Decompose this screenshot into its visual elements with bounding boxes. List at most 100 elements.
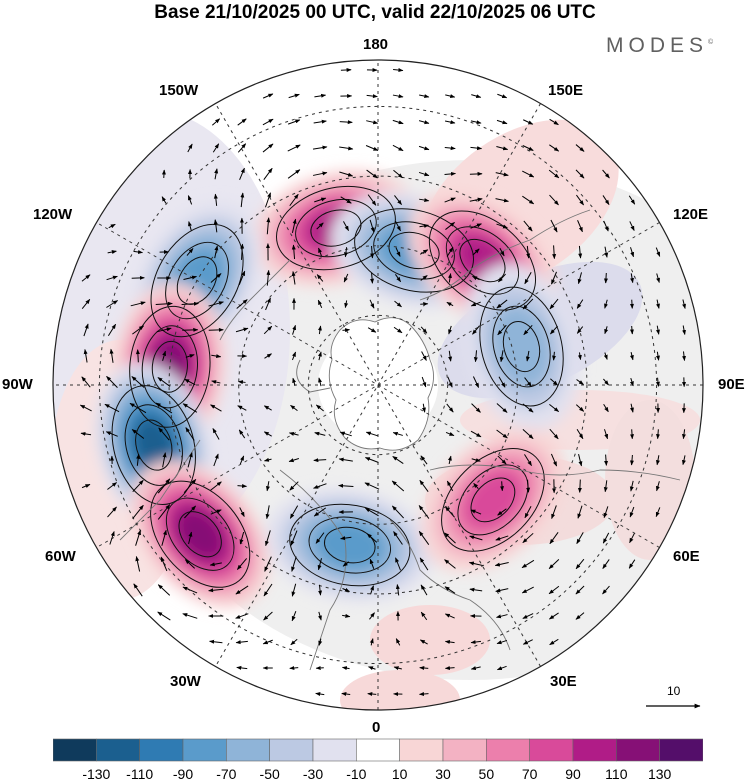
wind-arrow: [498, 273, 506, 283]
colorbar-segment: [356, 738, 400, 762]
wind-arrow: [393, 68, 404, 73]
wind-arrow: [630, 273, 635, 284]
wind-arrow: [83, 323, 89, 337]
wind-arrow: [419, 198, 430, 203]
wind-arrow: [109, 348, 114, 363]
wind-arrow: [109, 531, 115, 545]
contour-line: [441, 448, 545, 552]
wind-arrow: [682, 351, 686, 362]
wind-arrow: [313, 458, 327, 463]
wind-arrow: [340, 536, 352, 541]
positive-anomaly-band: [177, 509, 224, 559]
wind-arrow: [210, 509, 222, 515]
wind-arrow: [603, 403, 609, 413]
latitude-circle: [168, 175, 588, 595]
wind-arrow: [549, 403, 560, 413]
wind-arrow: [289, 193, 299, 207]
wind-arrow: [262, 118, 274, 126]
map-title: Base 21/10/2025 00 UTC, valid 22/10/2025…: [154, 2, 596, 23]
wind-arrow: [552, 245, 557, 260]
wind-arrow: [470, 430, 482, 438]
wind-arrow: [418, 692, 429, 696]
wind-arrow: [446, 247, 454, 257]
wind-arrow: [265, 297, 271, 311]
wind-arrow: [523, 324, 533, 336]
wind-arrow: [421, 403, 426, 413]
wind-arrow: [235, 327, 249, 333]
wind-arrow: [655, 481, 660, 492]
coastlines: [119, 209, 681, 671]
lon-label-60w: 60W: [45, 548, 76, 565]
wind-arrow: [155, 402, 173, 414]
wind-arrow: [157, 504, 171, 520]
wind-arrow: [681, 429, 686, 440]
wind-arrow: [496, 299, 508, 309]
wind-arrow: [107, 250, 117, 254]
wind-arrow: [602, 169, 610, 179]
wind-arrow: [265, 530, 271, 547]
wind-arrow: [318, 377, 322, 387]
lon-label-150w: 150W: [159, 82, 199, 99]
wind-arrow: [445, 506, 455, 518]
contour-line: [310, 209, 362, 247]
wind-arrow: [210, 273, 222, 283]
wind-arrow: [342, 561, 350, 567]
wind-arrow: [602, 532, 610, 544]
colorbar-segment: [312, 738, 357, 762]
wind-arrow: [214, 168, 219, 180]
wind-arrow: [575, 404, 585, 412]
wind-arrow: [394, 195, 402, 205]
colorbar-segment: [659, 738, 703, 762]
wind-arrow: [418, 530, 430, 545]
wind-arrow: [367, 194, 377, 206]
colorbar-tick-label: -50: [259, 766, 280, 782]
wind-arrow: [263, 583, 273, 597]
wind-arrow: [317, 351, 322, 361]
wind-arrow: [313, 507, 327, 517]
lon-label-30w: 30W: [170, 673, 201, 690]
wind-arrow: [291, 244, 296, 260]
wind-arrow: [265, 192, 271, 208]
wind-arrow: [550, 453, 558, 467]
wind-arrow: [419, 666, 429, 671]
wind-arrow: [316, 274, 324, 282]
wind-arrow: [550, 219, 558, 233]
wind-arrow: [291, 611, 297, 622]
wind-arrow: [497, 508, 507, 516]
wind-arrow: [339, 431, 352, 437]
wind-arrow: [235, 585, 249, 595]
wind-arrow: [133, 583, 143, 597]
wind-arrow: [629, 352, 634, 361]
contour-line: [289, 503, 411, 587]
wind-arrow: [318, 611, 322, 621]
wind-arrow: [370, 585, 374, 595]
wind-arrow: [288, 458, 300, 463]
wind-arrow: [577, 220, 583, 233]
wind-arrow: [240, 192, 245, 208]
wind-arrow: [312, 171, 328, 176]
wind-arrow: [495, 535, 509, 541]
wind-arrow: [629, 377, 634, 387]
wind-arrow: [367, 327, 377, 333]
wind-arrow: [603, 378, 609, 386]
wind-arrow: [521, 559, 535, 569]
wind-arrow: [629, 506, 635, 518]
wind-arrow: [291, 351, 297, 361]
wind-arrow: [212, 143, 220, 153]
wind-arrow: [343, 273, 349, 283]
wind-arrow: [183, 275, 197, 280]
wind-arrow: [420, 275, 428, 281]
wind-arrow: [317, 325, 322, 335]
wind-arrow: [419, 249, 429, 255]
wind-arrow: [604, 246, 609, 258]
wind-arrow: [287, 119, 301, 125]
contour-line: [275, 185, 396, 271]
wind-arrow: [577, 505, 583, 519]
wind-arrow: [603, 480, 608, 493]
wind-arrow: [499, 247, 505, 257]
lon-label-60e: 60E: [673, 548, 700, 565]
wind-arrow: [185, 427, 195, 441]
colorbar-tick-label: -30: [302, 766, 324, 782]
colorbar-tick-label: 30: [435, 766, 451, 782]
wind-arrow: [340, 67, 352, 72]
